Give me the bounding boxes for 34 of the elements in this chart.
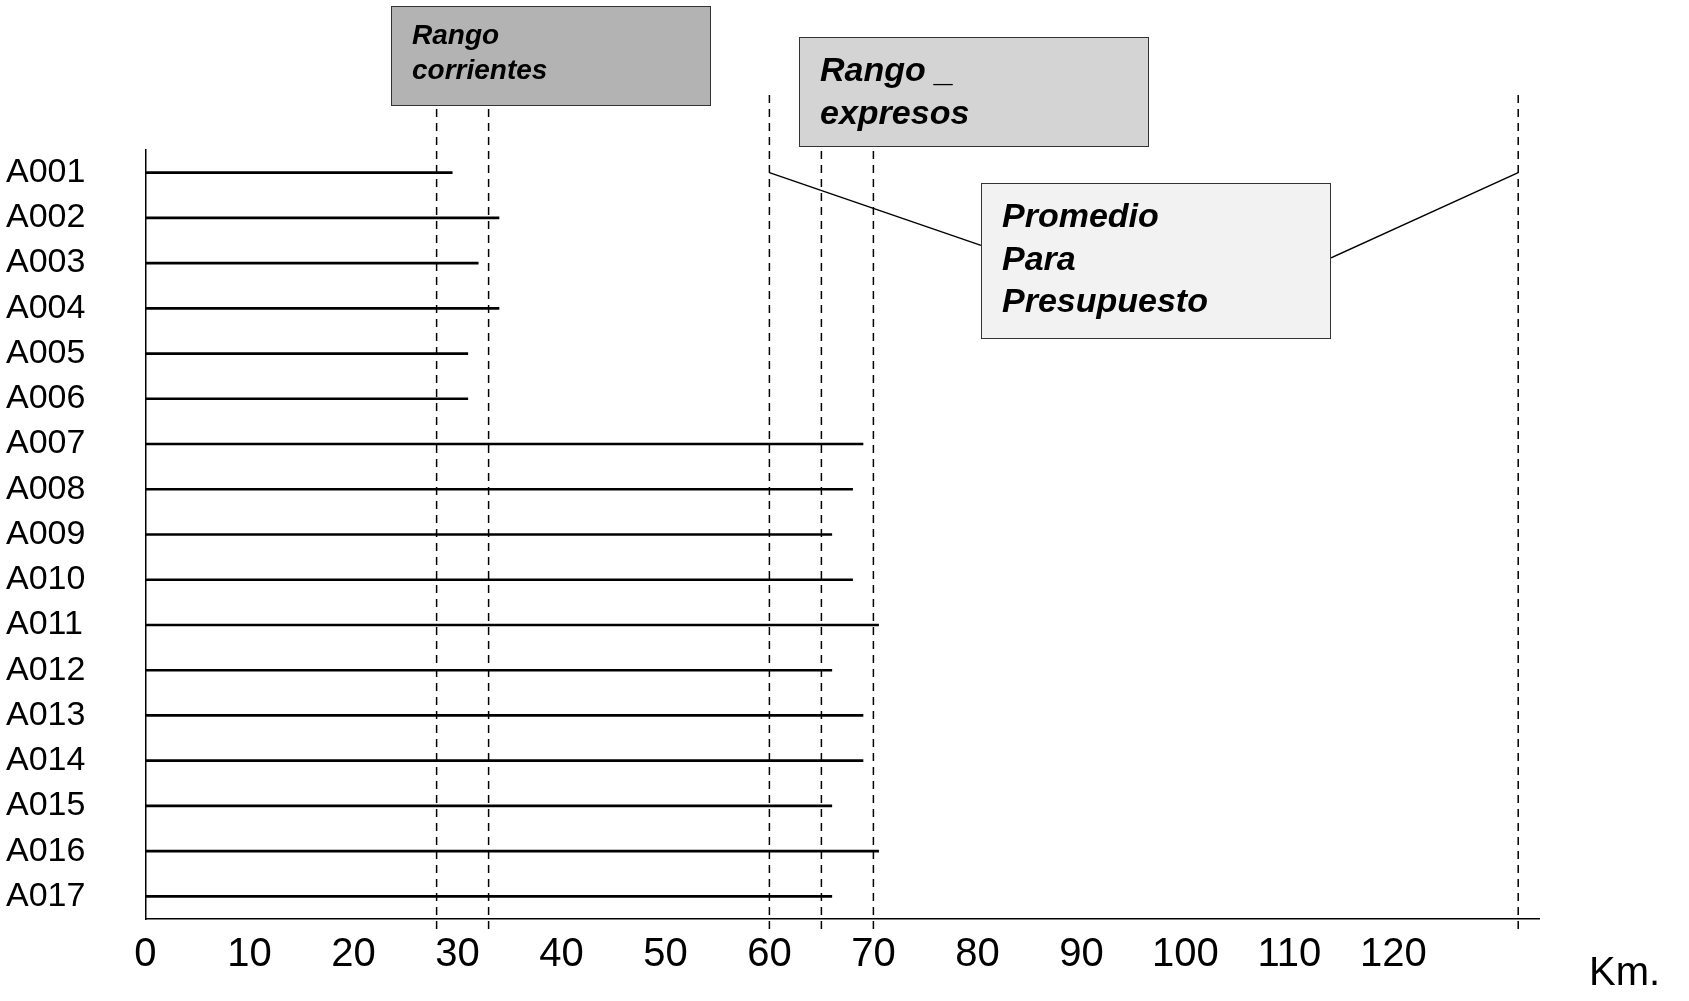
y-tick-label: A003 (6, 241, 86, 280)
y-tick-label: A011 (6, 603, 83, 642)
x-tick-label: 120 (1360, 930, 1427, 975)
y-tick-label: A015 (6, 784, 86, 823)
x-tick-label: 110 (1257, 930, 1322, 975)
y-tick-label: A010 (6, 558, 86, 597)
x-tick-label: 0 (134, 930, 157, 975)
x-tick-label: 90 (1059, 930, 1104, 975)
x-tick-label: 20 (331, 930, 376, 975)
note-box: Promedio Para Presupuesto (981, 183, 1331, 339)
x-axis-title: Km. (1589, 949, 1661, 994)
y-tick-label: A005 (6, 331, 86, 370)
y-tick-label: A014 (6, 739, 86, 778)
y-tick-label: A008 (6, 467, 86, 506)
x-tick-label: 60 (747, 930, 792, 975)
x-tick-label: 10 (227, 930, 272, 975)
y-tick-label: A007 (6, 422, 86, 461)
note-box: Rango _ expresos (799, 37, 1149, 147)
y-tick-label: A004 (6, 286, 86, 325)
y-tick-label: A017 (6, 874, 86, 913)
y-tick-label: A006 (6, 377, 86, 416)
x-tick-label: 100 (1152, 930, 1219, 975)
x-tick-label: 80 (955, 930, 1000, 975)
y-tick-label: A009 (6, 512, 86, 551)
note-box: Rango corrientes (391, 6, 711, 106)
y-tick-label: A002 (6, 196, 86, 235)
x-tick-label: 30 (435, 930, 480, 975)
x-tick-label: 50 (643, 930, 688, 975)
y-tick-label: A016 (6, 829, 86, 868)
y-tick-label: A013 (6, 693, 86, 732)
y-tick-label: A012 (6, 648, 86, 687)
x-tick-label: 40 (539, 930, 584, 975)
x-tick-label: 70 (851, 930, 896, 975)
y-tick-label: A001 (6, 150, 86, 189)
